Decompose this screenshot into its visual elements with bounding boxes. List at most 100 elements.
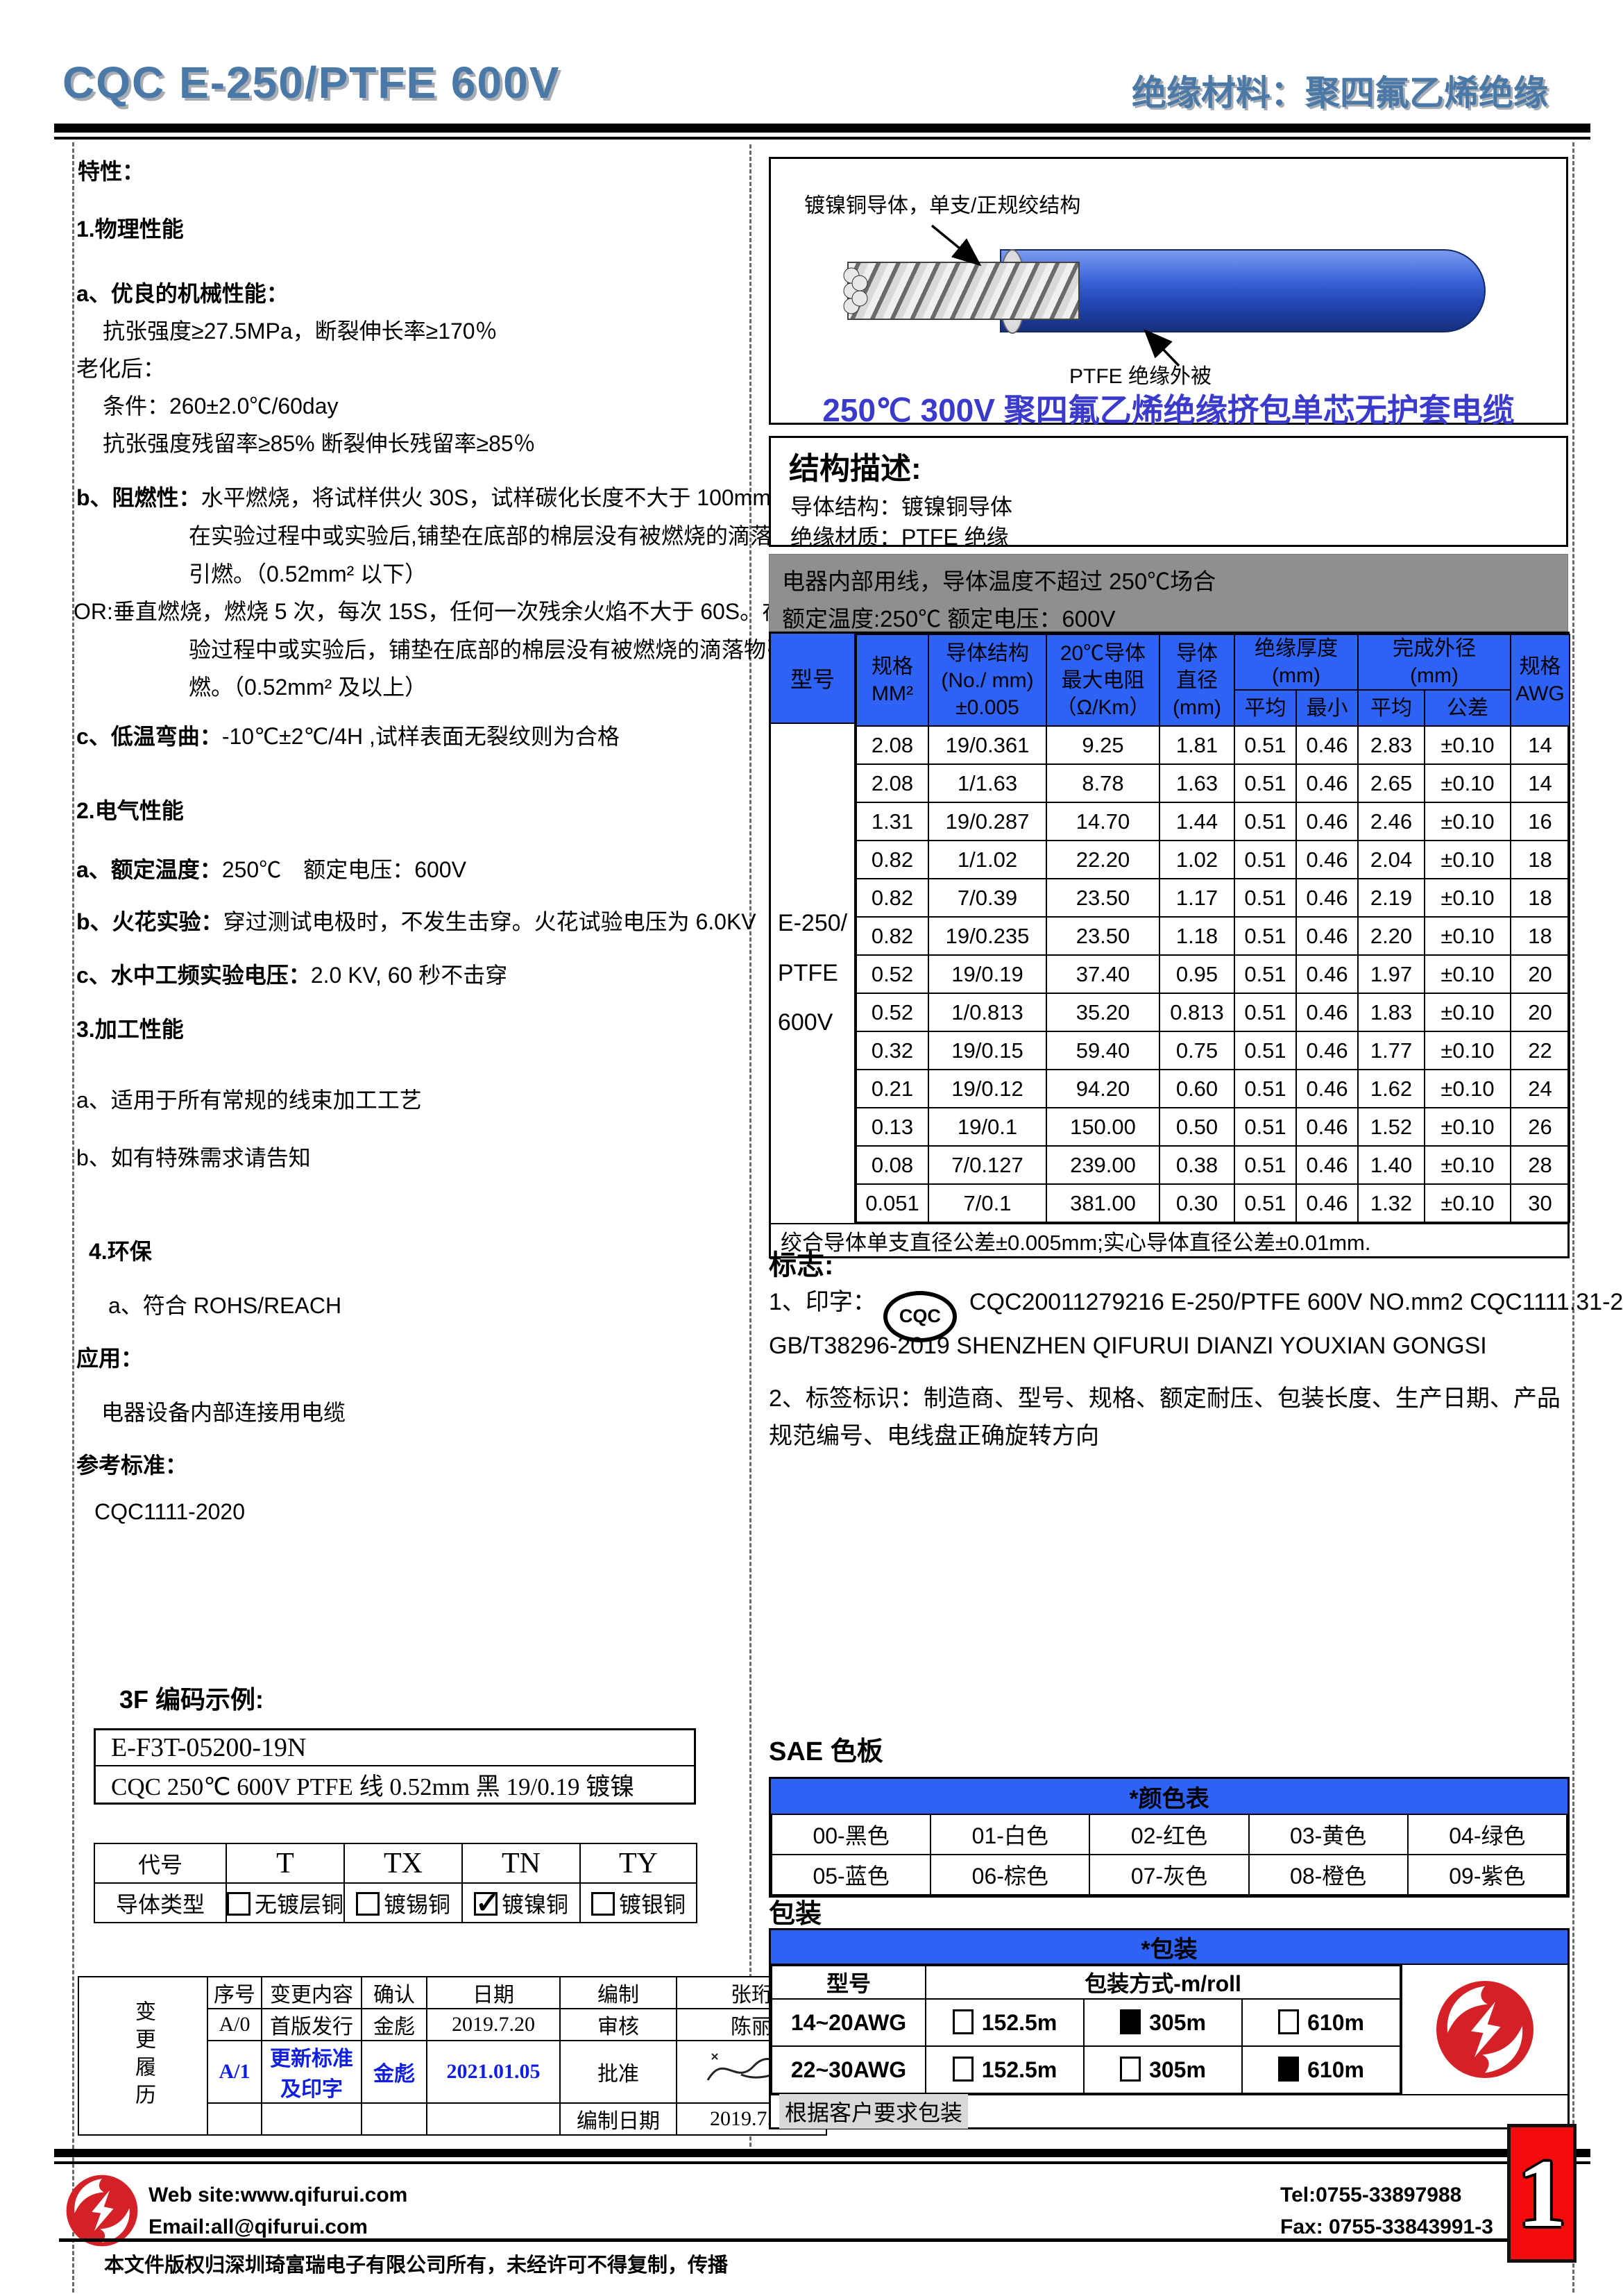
spec-structure: 19/0.19 [928, 954, 1047, 994]
spec-h-resistance: 20℃导体 最大电阻 （Ω/Km） [1046, 634, 1160, 727]
spec-thickness-avg: 0.51 [1234, 802, 1297, 841]
spec-size: 0.52 [856, 954, 929, 994]
flame-or-line3: 燃。（0.52mm² 及以上） [189, 675, 427, 700]
spec-awg: 28 [1510, 1145, 1570, 1185]
spec-od-tol: ±0.10 [1424, 954, 1511, 994]
packing-heading: 包装 [769, 1900, 822, 1929]
spec-thickness-min: 0.46 [1295, 916, 1359, 956]
spec-diameter: 0.50 [1159, 1107, 1235, 1147]
spec-thickness-min: 0.46 [1295, 725, 1359, 765]
spec-thickness-avg: 0.51 [1234, 1145, 1297, 1185]
packing-note-row: 根据客户要求包装 [771, 2094, 1567, 2129]
color-cell: 04-绿色 [1407, 1814, 1568, 1855]
spec-structure: 19/0.235 [928, 916, 1047, 956]
spec-thickness-min: 0.46 [1295, 878, 1359, 918]
footer-tel: Tel:0755-33897988 [1280, 2184, 1462, 2206]
packing-model-header: 型号 [771, 1965, 926, 2000]
spec-od-tol: ±0.10 [1424, 802, 1511, 841]
rev-e1 [207, 2102, 262, 2136]
traits-heading: 特性： [78, 159, 145, 184]
spec-od-tol: ±0.10 [1424, 878, 1511, 918]
spec-resistance: 9.25 [1046, 725, 1160, 765]
spec-thickness-min: 0.46 [1295, 840, 1359, 879]
conductor-code-row: 代号 T TX TN TY [94, 1843, 697, 1884]
spec-size: 0.13 [856, 1107, 929, 1147]
color-row: 05-蓝色 06-棕色 07-灰色 08-橙色 09-紫色 [770, 1854, 1568, 1896]
spec-od-tol: ±0.10 [1424, 840, 1511, 879]
spec-od-tol: ±0.10 [1424, 1107, 1511, 1147]
cqc-logo-icon: CQC [883, 1290, 957, 1342]
processing-heading: 3.加工性能 [76, 1017, 184, 1042]
spec-thickness-avg: 0.51 [1234, 1031, 1297, 1070]
packing-table-header: *包装 [771, 1930, 1567, 1965]
page-number: 1 [1518, 2139, 1566, 2247]
tinned-copper-checkbox [355, 1891, 380, 1916]
option-bare-copper: 无镀层铜 [226, 1882, 345, 1923]
spec-h-od: 完成外径 (mm) [1357, 634, 1511, 691]
spec-thickness-avg: 0.51 [1234, 916, 1297, 956]
spec-od-tol: ±0.10 [1424, 993, 1511, 1032]
page-number-box: 1 [1507, 2124, 1577, 2263]
spec-awg: 30 [1510, 1183, 1570, 1223]
cold-bend-label: c、低温弯曲： [76, 724, 222, 749]
rev-a0-seq: A/0 [207, 2008, 262, 2041]
color-row: 00-黑色 01-白色 02-红色 03-黄色 04-绿色 [770, 1814, 1568, 1855]
spec-resistance: 59.40 [1046, 1031, 1160, 1070]
pack-14-20-305-label: 305m [1149, 2010, 1206, 2035]
spec-resistance: 35.20 [1046, 993, 1160, 1032]
rev-a1-approve-label: 批准 [559, 2040, 677, 2104]
spec-od-avg: 2.19 [1357, 878, 1425, 918]
physical-heading: 1.物理性能 [76, 217, 184, 242]
revision-side-label: 变更履历 [78, 1976, 208, 2136]
option-tinned-copper: 镀锡铜 [343, 1882, 463, 1923]
spec-row: 2.08 19/0.361 9.25 1.81 0.51 0.46 2.83 ±… [856, 725, 1570, 765]
spec-od-avg: 1.40 [1357, 1145, 1425, 1185]
company-logo-icon [1436, 1981, 1534, 2078]
flame-or-line2: 验过程中或实验后，铺垫在底部的棉层没有被燃烧的滴落物引 [189, 637, 789, 662]
footer-rule-thick [54, 2149, 1590, 2157]
code-tx: TX [343, 1843, 463, 1884]
spec-thickness-avg: 0.51 [1234, 763, 1297, 803]
header-rule-thick [54, 124, 1590, 133]
pack-14-20-305-checkbox [1120, 2009, 1141, 2034]
option-silver-copper: 镀银铜 [579, 1882, 697, 1923]
packing-table: *包装 型号 包装方式-m/roll 14~20AWG 152.5m 305m … [769, 1928, 1570, 2129]
cable-caption: 250℃ 300V 聚四氟乙烯绝缘挤包单芯无护套电缆 [822, 392, 1515, 428]
spec-size: 0.82 [856, 916, 929, 956]
packing-row-14-20: 14~20AWG 152.5m 305m 610m [771, 1998, 1402, 2047]
revision-header-row: 变更履历 序号 变更内容 确认 日期 编制 张珩 [78, 1976, 827, 2136]
spec-od-avg: 2.04 [1357, 840, 1425, 879]
spec-awg: 14 [1510, 725, 1570, 765]
usage-line1: 电器内部用线，导体温度不超过 250℃场合 [782, 568, 1216, 594]
conductor-type-row: 导体类型 无镀层铜 镀锡铜 镀镍铜 镀银铜 [94, 1882, 697, 1923]
spec-row: 0.32 19/0.15 59.40 0.75 0.51 0.46 1.77 ±… [856, 1031, 1570, 1070]
spec-thickness-min: 0.46 [1295, 1069, 1359, 1108]
elec-c-line: c、水中工频实验电压：2.0 KV, 60 秒不击穿 [76, 958, 507, 990]
spec-resistance: 37.40 [1046, 954, 1160, 994]
spec-resistance: 22.20 [1046, 840, 1160, 879]
packing-method-header: 包装方式-m/roll [924, 1965, 1402, 2000]
spec-od-tol: ±0.10 [1424, 725, 1511, 765]
right-page-border [1572, 142, 1574, 2293]
rev-a1-seq: A/1 [207, 2040, 262, 2104]
nickel-copper-label: 镀镍铜 [501, 1891, 568, 1917]
conductor-arrow [931, 224, 982, 267]
marks-item1-text: CQC20011279216 E-250/PTFE 600V NO.mm2 CQ… [969, 1289, 1623, 1315]
env-heading: 4.环保 [89, 1239, 152, 1264]
spec-diameter: 1.81 [1159, 725, 1235, 765]
color-cell: 08-橙色 [1248, 1854, 1409, 1896]
spec-od-avg: 2.83 [1357, 725, 1425, 765]
application-heading: 应用： [76, 1346, 144, 1371]
revision-row-date: 编制日期 2019.7.20 [78, 2102, 827, 2136]
silver-copper-label: 镀银铜 [618, 1891, 686, 1917]
sae-heading: SAE 色板 [769, 1737, 883, 1766]
revision-row-a0: A/0 首版发行 金彪 2019.7.20 审核 陈丽 [78, 2008, 827, 2041]
spec-od-avg: 2.46 [1357, 802, 1425, 841]
usage-gray-box: 电器内部用线，导体温度不超过 250℃场合 额定温度:250℃ 额定电压：600… [769, 554, 1568, 632]
structure-line2: 绝缘材质：PTFE 绝缘 [790, 525, 1009, 550]
rev-h-confirm: 确认 [361, 1976, 427, 2009]
tinned-copper-label: 镀锡铜 [383, 1891, 450, 1917]
spec-model-column: 型号 E-250/ PTFE 600V [771, 634, 856, 1223]
spec-od-avg: 1.97 [1357, 954, 1425, 994]
reference-heading: 参考标准： [76, 1453, 188, 1478]
